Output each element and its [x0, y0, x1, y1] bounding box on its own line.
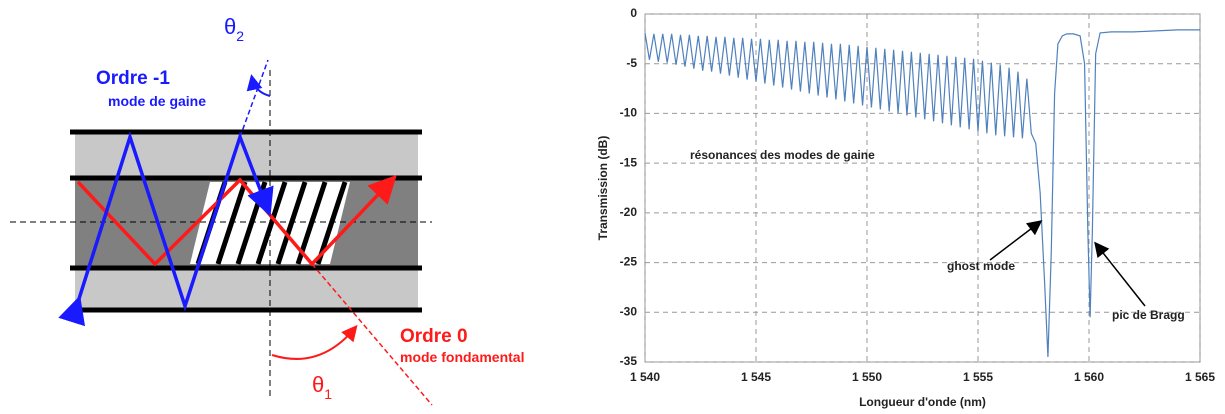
x-axis-label: Longueur d'onde (nm) [859, 395, 986, 409]
annotation: résonances des modes de gaine [690, 148, 875, 162]
diagram: Ordre -1 mode de gaine Ordre 0 mode fond… [10, 14, 524, 406]
angle-label: θ2 [224, 14, 244, 44]
angle-arc-2 [246, 74, 271, 97]
x-tick-label: 1 565 [1185, 370, 1215, 384]
x-tick-label: 1 550 [852, 370, 882, 384]
y-tick-label: -10 [620, 106, 638, 120]
fundamental-ray-extension [311, 263, 433, 406]
angle-index: 2 [236, 28, 244, 44]
mode-label: mode de gaine [108, 93, 206, 109]
y-tick-label: -20 [620, 205, 638, 219]
mode-label: mode fondamental [400, 349, 524, 365]
y-tick-label: -25 [620, 255, 638, 269]
y-tick-label: -15 [620, 155, 638, 169]
order-label: Ordre -1 [96, 68, 170, 89]
order-label: Ordre 0 [400, 326, 468, 347]
y-tick-label: 0 [630, 6, 637, 20]
x-tick-label: 1 545 [741, 370, 771, 384]
annotation: ghost mode [947, 259, 1015, 273]
chart: 0 -5 -10 -15 -20 -25 -30 -35 1 540 1 545 1 550 1 55… [596, 6, 1215, 409]
x-tick-label: 1 555 [963, 370, 993, 384]
series-line [644, 29, 1200, 358]
angle-symbol: θ [312, 372, 324, 397]
y-tick-label: -5 [626, 56, 637, 70]
angle-arc-1 [271, 324, 358, 360]
angle-index: 1 [324, 386, 332, 402]
annotation-arrow [989, 220, 1043, 261]
cladding-ray [58, 131, 274, 327]
x-tick-label: 1 540 [630, 370, 660, 384]
angle-label: θ1 [312, 372, 332, 402]
annotation-arrow [1094, 241, 1146, 307]
y-axis-label: Transmission (dB) [596, 136, 610, 241]
annotation: pic de Bragg [1112, 308, 1185, 322]
x-tick-label: 1 560 [1074, 370, 1104, 384]
cladding-ray-extension [239, 59, 269, 138]
angle-symbol: θ [224, 14, 236, 39]
y-tick-label: -30 [620, 304, 638, 318]
y-tick-label: -35 [620, 354, 638, 368]
